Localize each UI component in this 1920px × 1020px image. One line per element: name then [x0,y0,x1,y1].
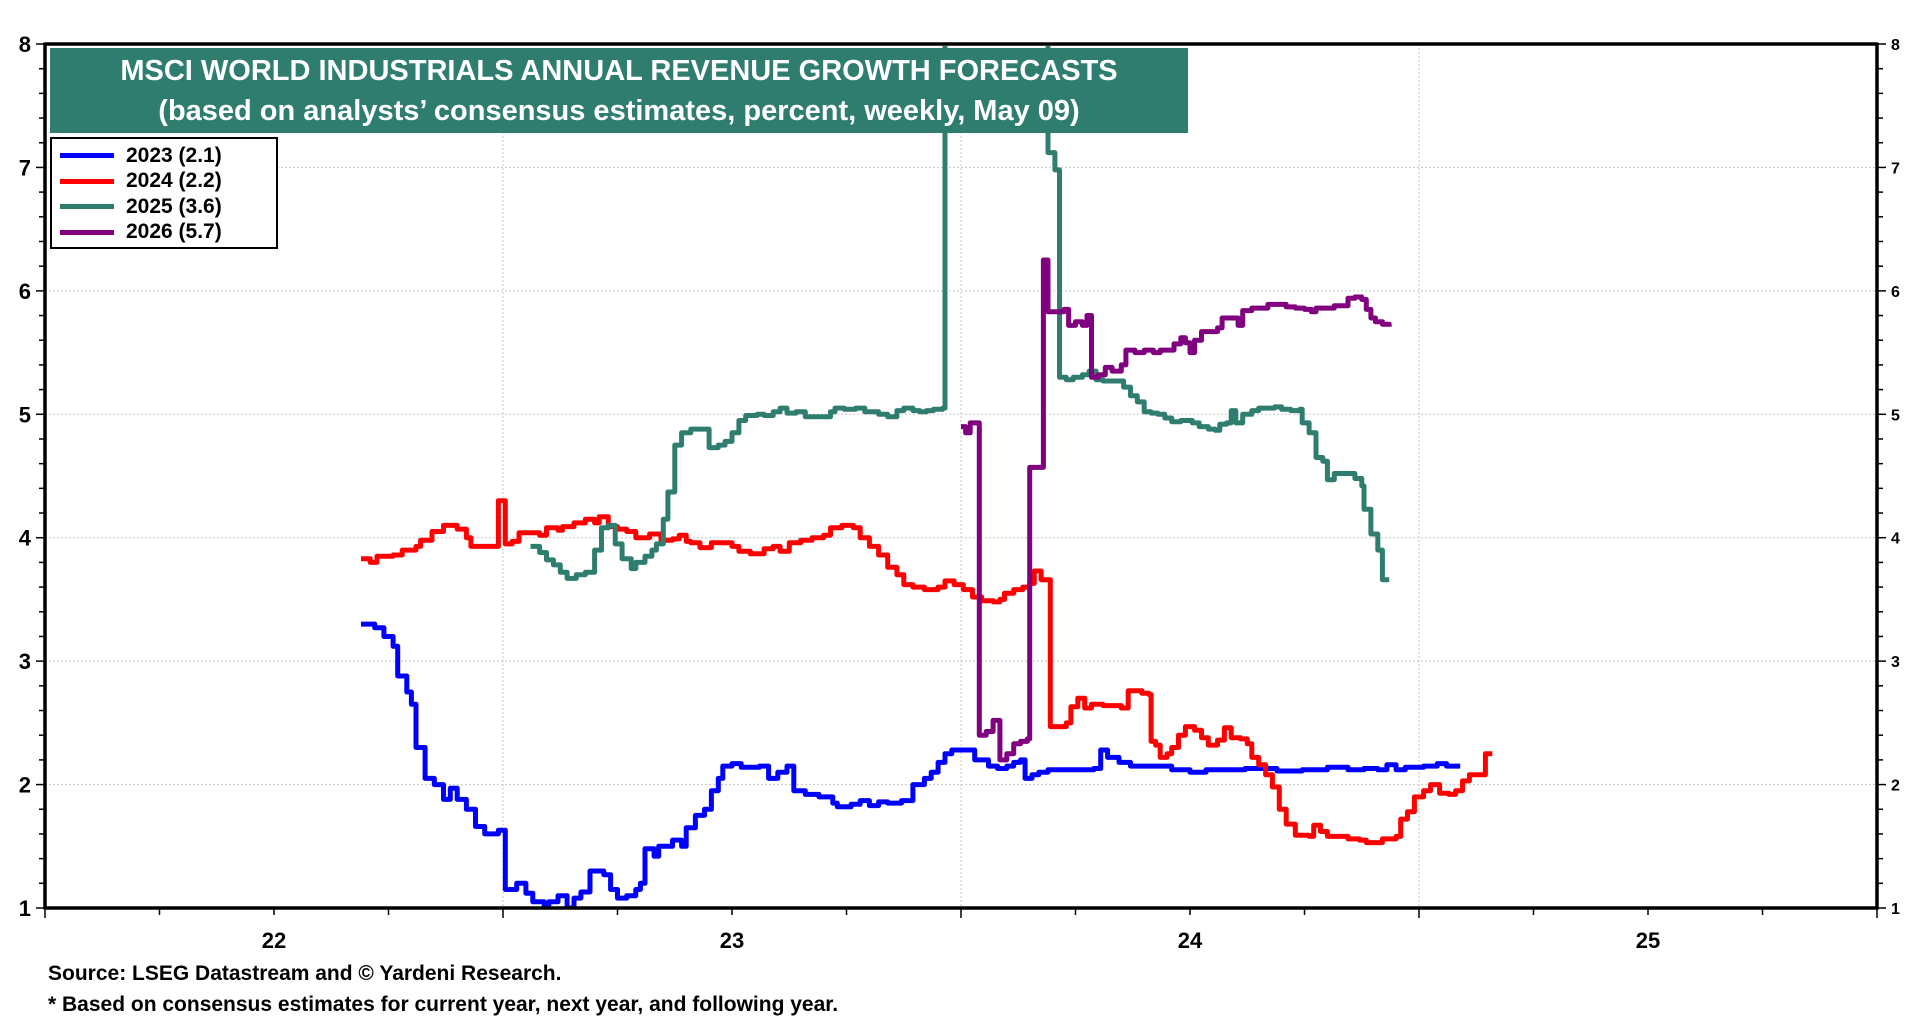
legend-item-2025: 2025 (3.6) [60,194,276,220]
x-tick-label: 25 [1636,928,1660,953]
y-axis-left-labels: 1 2 3 4 5 6 7 8 [19,32,32,921]
y-tick-label: 6 [19,279,31,304]
y-tick-label: 5 [19,402,31,427]
y-tick-label: 3 [19,649,31,674]
chart-title-box: MSCI WORLD INDUSTRIALS ANNUAL REVENUE GR… [50,48,1188,133]
y-tick-label: 2 [19,773,31,798]
legend-label-2026: 2026 (5.7) [126,220,222,244]
y-tick-label-right: 5 [1891,407,1900,424]
legend-label-2023: 2023 (2.1) [126,143,222,167]
axes [36,42,1886,918]
y-axis-right-labels: 1 2 3 4 5 6 7 8 [1891,37,1900,918]
legend-swatch-2025 [60,204,114,210]
x-tick-label: 24 [1178,928,1203,953]
chart-title: MSCI WORLD INDUSTRIALS ANNUAL REVENUE GR… [120,55,1118,87]
series-line-2024 [361,498,1493,846]
chart-subtitle: (based on analysts’ consensus estimates,… [158,95,1080,127]
gridlines [45,44,1877,908]
legend-item-2026: 2026 (5.7) [60,220,276,246]
y-tick-label-right: 2 [1891,778,1900,795]
series-group [361,46,1493,907]
y-tick-label-right: 8 [1891,37,1900,54]
y-tick-label: 1 [19,896,31,921]
y-tick-label: 8 [19,32,31,57]
series-line-2026 [961,257,1392,763]
legend: 2023 (2.1) 2024 (2.2) 2025 (3.6) 2026 (5… [50,137,278,249]
source-note: Source: LSEG Datastream and © Yardeni Re… [48,962,562,985]
legend-swatch-2023 [60,153,114,159]
y-tick-label: 4 [19,526,32,551]
y-tick-label-right: 3 [1891,654,1900,671]
series-line-2023 [361,621,1461,907]
x-axis-labels: 22 23 24 25 [262,928,1660,953]
y-tick-label-right: 7 [1891,160,1900,177]
legend-item-2024: 2024 (2.2) [60,169,276,195]
legend-item-2023: 2023 (2.1) [60,143,276,169]
legend-label-2025: 2025 (3.6) [126,194,222,218]
legend-label-2024: 2024 (2.2) [126,169,222,193]
y-tick-label-right: 6 [1891,284,1900,301]
footnote: * Based on consensus estimates for curre… [48,993,839,1016]
y-tick-label-right: 1 [1891,901,1900,918]
series-line-2025 [530,46,1390,583]
x-tick-label: 23 [720,928,744,953]
y-tick-label-right: 4 [1891,531,1900,548]
legend-swatch-2026 [60,229,114,235]
y-tick-label: 7 [19,155,31,180]
x-tick-label: 22 [262,928,286,953]
legend-swatch-2024 [60,178,114,184]
